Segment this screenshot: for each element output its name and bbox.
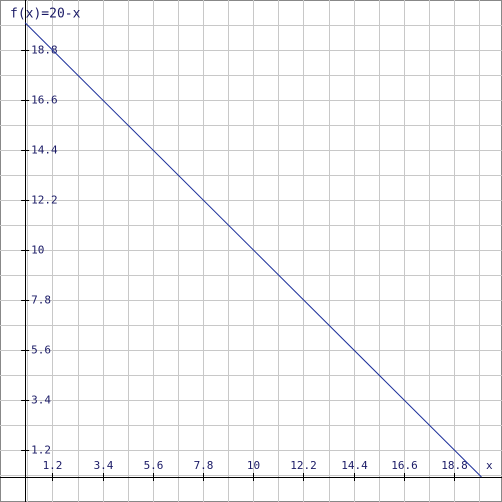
x-tick-label: 14.4: [341, 459, 368, 472]
x-tick-label: 7.8: [194, 459, 214, 472]
y-tick-label: 3.4: [31, 394, 51, 407]
x-tick-label: 10: [247, 459, 260, 472]
y-tick-label: 10: [31, 244, 44, 257]
x-tick-label: 12.2: [290, 459, 317, 472]
y-tick-label: 18.8: [31, 44, 57, 57]
x-tick-label: 3.4: [94, 459, 114, 472]
x-tick-label: 5.6: [144, 459, 164, 472]
x-tick-label: 1.2: [43, 459, 63, 472]
chart-title: f(x)=20-x: [10, 7, 81, 22]
y-tick-label: 12.2: [31, 194, 57, 207]
y-tick-label: 7.8: [31, 294, 51, 307]
function-line: [24, 22, 482, 478]
x-tick-label: 16.6: [391, 459, 418, 472]
y-tick-label: 1.2: [31, 444, 51, 457]
y-tick-label: 16.6: [31, 94, 57, 107]
x-tick-label: 18.8: [441, 459, 468, 472]
y-tick-label: 5.6: [31, 344, 51, 357]
x-axis-label: x: [486, 459, 493, 472]
plot: [24, 22, 482, 478]
y-tick-label: 14.4: [31, 144, 58, 157]
